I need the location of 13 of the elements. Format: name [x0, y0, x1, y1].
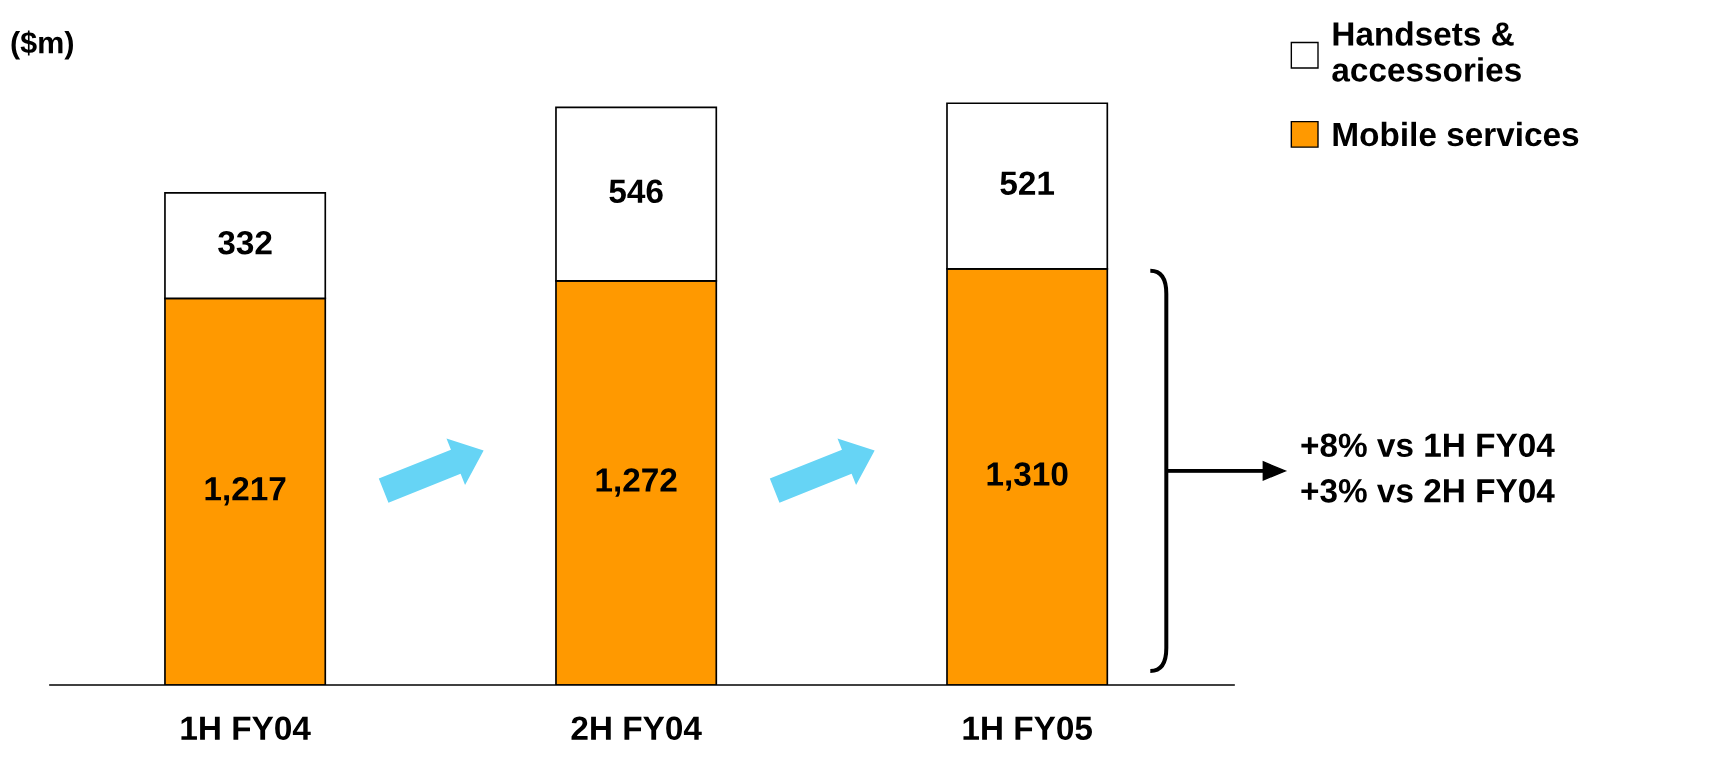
data-label: 1,272 [596, 468, 677, 497]
data-label: 546 [609, 179, 663, 204]
data-label: 1,217 [205, 477, 286, 506]
x-tick-label: 1H FY05 [963, 716, 1092, 741]
data-label: 521 [1000, 171, 1055, 195]
data-label: 332 [218, 230, 272, 255]
x-tick-label: 2H FY04 [571, 716, 702, 741]
y-axis-title: ($m) [11, 30, 73, 60]
data-label: 1,310 [987, 462, 1068, 491]
text: +8% vs 1H FY04 +3% vs 2H FY04 [1301, 433, 1555, 503]
legend-label: Handsets & accessories [1332, 21, 1521, 82]
legend-label: Mobile services [1333, 121, 1579, 147]
x-tick-label: 1H FY04 [181, 716, 311, 741]
